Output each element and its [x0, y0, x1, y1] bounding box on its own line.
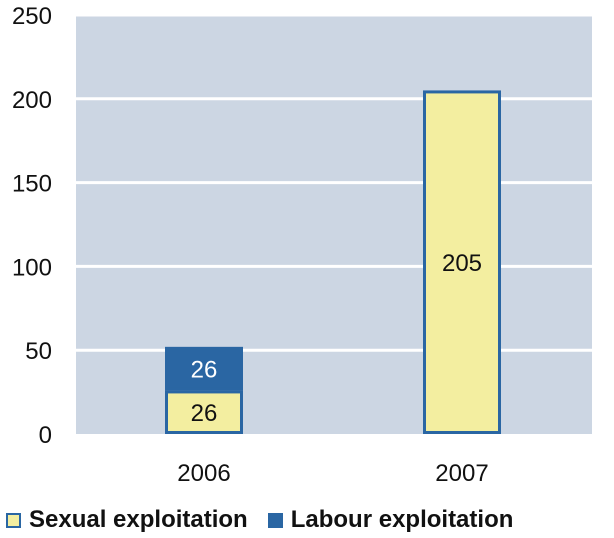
legend: Sexual exploitation Labour exploitation: [6, 506, 513, 534]
y-tick-label: 50: [25, 338, 52, 365]
bar-labour-exploitation-2006: [165, 346, 243, 391]
data-label: 26: [191, 400, 218, 427]
bar-sexual-exploitation-2007: [423, 90, 501, 434]
data-label: 205: [442, 250, 482, 277]
legend-item-sexual-exploitation: Sexual exploitation: [6, 506, 248, 534]
x-tick-label: 2006: [177, 460, 230, 487]
plot-area: [76, 15, 592, 434]
legend-label-sexual-exploitation: Sexual exploitation: [29, 506, 248, 533]
y-tick-label: 150: [12, 171, 52, 198]
legend-item-labour-exploitation: Labour exploitation: [267, 506, 514, 534]
y-tick-label: 0: [39, 422, 52, 449]
legend-label-labour-exploitation: Labour exploitation: [290, 506, 514, 533]
legend-swatch-sexual-exploitation: [6, 512, 21, 528]
x-tick-label: 2007: [435, 460, 488, 487]
data-label: 26: [191, 357, 218, 384]
y-tick-label: 100: [12, 254, 52, 281]
bar-sexual-exploitation-2006: [165, 390, 243, 435]
legend-swatch-labour-exploitation: [267, 512, 283, 528]
y-tick-label: 250: [12, 3, 52, 30]
bar-chart: 0 50 100 150 200 250 26 26 2006 205 2007: [12, 3, 592, 487]
y-tick-label: 200: [12, 87, 52, 114]
